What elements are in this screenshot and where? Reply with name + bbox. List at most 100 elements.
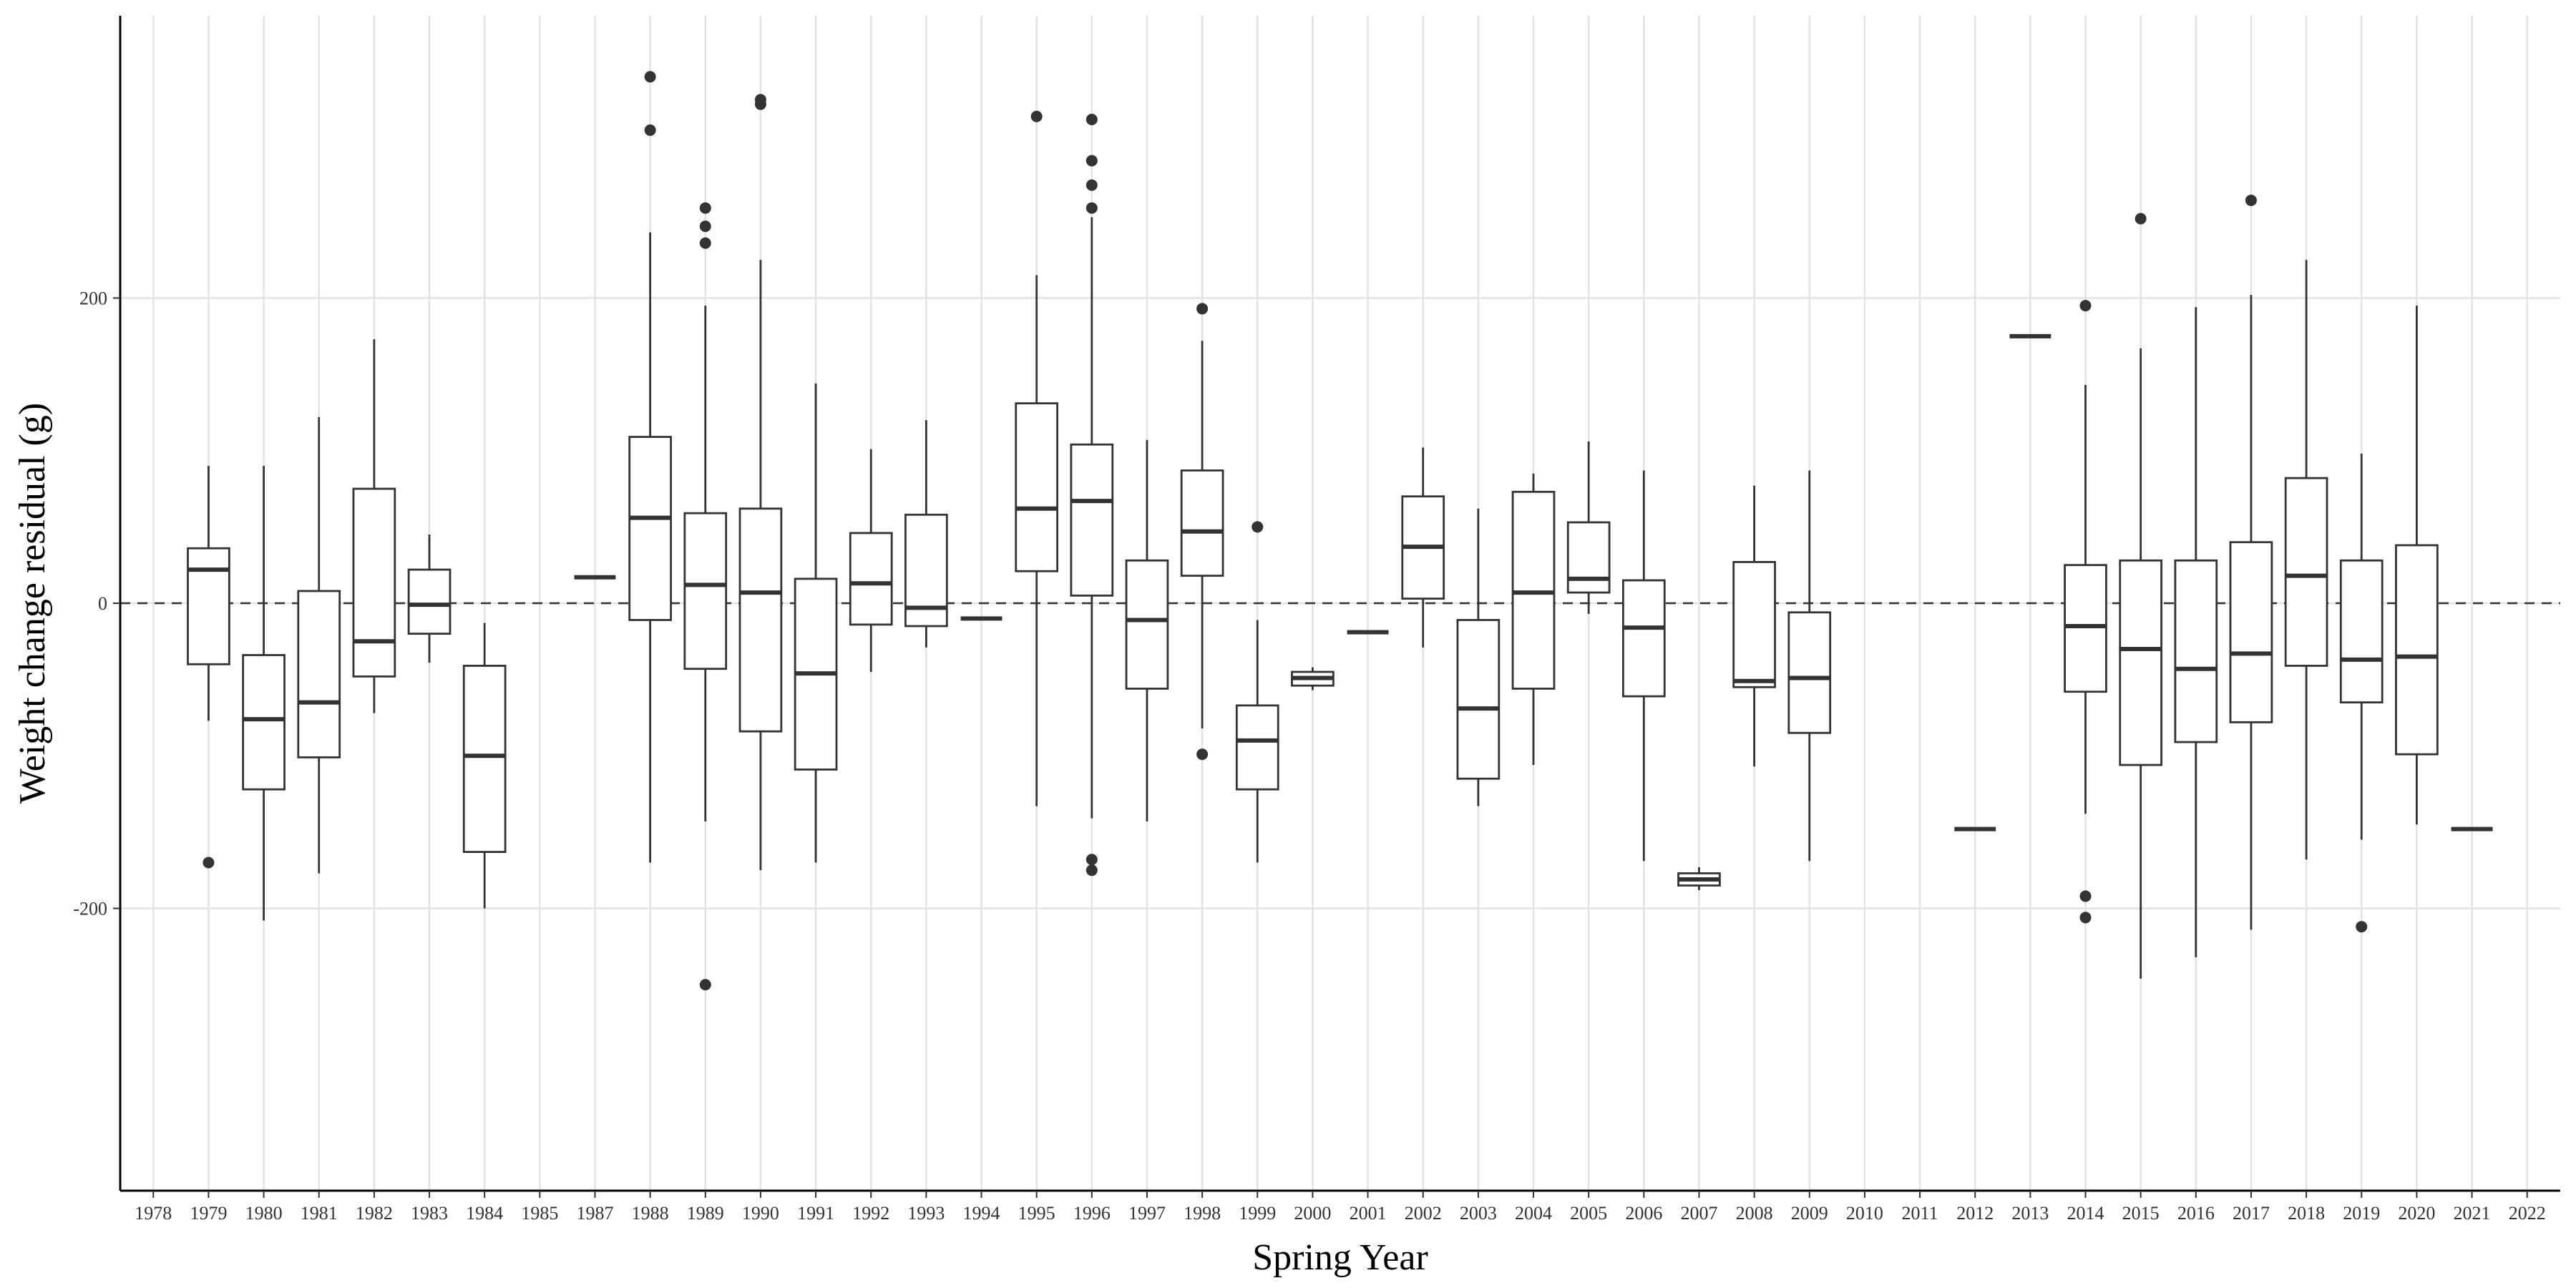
box-rect-1998 [1180, 469, 1224, 577]
outlier-2014-1 [2079, 890, 2092, 902]
box-1979 [187, 466, 230, 869]
x-tick-label-2020: 2020 [2398, 1203, 2435, 1224]
x-tick-label-2018: 2018 [2288, 1203, 2325, 1224]
box-rect-1988 [628, 436, 672, 621]
outlier-1989-3 [699, 979, 711, 991]
x-tick-label-2015: 2015 [2122, 1203, 2160, 1224]
box-2020 [2395, 306, 2439, 825]
box-rect-1990 [738, 507, 783, 733]
outlier-1996-1 [1085, 179, 1098, 191]
x-tick-label-2011: 2011 [1902, 1203, 1938, 1224]
outlier-2017-0 [2245, 195, 2257, 207]
outlier-1999-0 [1252, 521, 1264, 533]
box-1989 [683, 202, 728, 991]
x-tick-label-1997: 1997 [1128, 1203, 1166, 1224]
box-1990 [738, 94, 783, 871]
x-tick-label-2012: 2012 [1956, 1203, 1994, 1224]
x-tick-label-2002: 2002 [1405, 1203, 1442, 1224]
box-rect-2004 [1511, 490, 1556, 690]
x-tick-label-2006: 2006 [1625, 1203, 1662, 1224]
outlier-1989-2 [699, 202, 711, 214]
box-rect-1992 [849, 532, 893, 626]
box-rect-2008 [1732, 561, 1776, 688]
x-tick-label-1984: 1984 [466, 1203, 503, 1224]
outlier-1988-0 [644, 124, 656, 136]
x-tick-label-2007: 2007 [1680, 1203, 1717, 1224]
box-rect-1979 [187, 547, 230, 665]
box-rect-1984 [462, 665, 507, 853]
x-axis-title: Spring Year [1252, 1237, 1428, 1278]
box-1991 [794, 383, 838, 863]
x-tick-label-1993: 1993 [907, 1203, 945, 1224]
box-1992 [849, 449, 893, 672]
box-2007 [1677, 867, 1721, 890]
outlier-1979-0 [203, 857, 215, 869]
x-tick-label-2022: 2022 [2509, 1203, 2546, 1224]
box-2017 [2229, 195, 2273, 930]
x-tick-label-1990: 1990 [742, 1203, 779, 1224]
box-rect-2016 [2174, 559, 2218, 743]
box-rect-2006 [1621, 579, 1666, 698]
box-2005 [1566, 441, 1611, 614]
box-rect-1996 [1070, 443, 1114, 597]
x-tick-label-1981: 1981 [301, 1203, 338, 1224]
outlier-1996-5 [1085, 864, 1098, 877]
outlier-1989-0 [699, 237, 711, 249]
box-2018 [2284, 260, 2328, 860]
box-2015 [2119, 213, 2162, 979]
y-axis-title: Weight change residual (g) [12, 403, 53, 804]
x-tick-label-1992: 1992 [852, 1203, 889, 1224]
x-axis-ticks: 1978 1979 1980 1981 1982 1983 1984 1985 1987 1988… [135, 1191, 2546, 1224]
x-tick-label-2013: 2013 [2011, 1203, 2049, 1224]
box-1981 [297, 416, 341, 874]
box-2019 [2339, 454, 2384, 933]
box-rect-2015 [2119, 559, 2162, 766]
box-1996 [1070, 114, 1114, 877]
outlier-1998-0 [1196, 303, 1209, 315]
outlier-2015-0 [2135, 213, 2147, 225]
x-tick-label-1979: 1979 [190, 1203, 227, 1224]
x-tick-label-1978: 1978 [135, 1203, 172, 1224]
box-rect-1983 [407, 568, 452, 635]
box-rect-1999 [1235, 704, 1279, 791]
outlier-1988-1 [644, 71, 656, 83]
x-tick-label-2003: 2003 [1460, 1203, 1497, 1224]
box-rect-2019 [2339, 559, 2384, 704]
box-1999 [1235, 521, 1279, 863]
box-2006 [1621, 470, 1666, 862]
y-axis-ticks: -200 0 200 [73, 288, 120, 919]
outlier-1998-1 [1196, 748, 1209, 761]
x-tick-label-2019: 2019 [2343, 1203, 2380, 1224]
x-tick-label-1980: 1980 [245, 1203, 283, 1224]
box-2004 [1511, 473, 1556, 766]
box-1998 [1180, 303, 1224, 761]
box-rect-1997 [1125, 559, 1169, 690]
box-2008 [1732, 485, 1776, 767]
box-rect-2018 [2284, 477, 2328, 667]
box-1982 [352, 339, 396, 713]
box-rect-2009 [1787, 611, 1832, 734]
box-2009 [1787, 470, 1832, 862]
box-1995 [1015, 110, 1059, 806]
x-tick-label-1996: 1996 [1073, 1203, 1111, 1224]
outlier-2014-0 [2079, 300, 2092, 312]
x-tick-label-1991: 1991 [797, 1203, 834, 1224]
box-rect-1980 [242, 654, 286, 791]
outlier-1990-1 [754, 94, 766, 106]
box-1997 [1125, 439, 1169, 821]
outlier-1989-1 [699, 220, 711, 233]
outlier-1996-4 [1085, 854, 1098, 866]
box-2014 [2064, 300, 2107, 924]
box-rect-1981 [297, 590, 341, 758]
x-tick-label-2016: 2016 [2177, 1203, 2215, 1224]
box-rect-2003 [1456, 619, 1501, 780]
box-series [187, 71, 2493, 991]
outlier-1996-0 [1085, 202, 1098, 214]
box-rect-1982 [352, 487, 396, 678]
x-tick-label-2010: 2010 [1846, 1203, 1883, 1224]
box-2002 [1401, 447, 1445, 648]
box-2016 [2174, 307, 2218, 957]
box-1988 [628, 71, 672, 863]
box-1993 [904, 420, 948, 648]
